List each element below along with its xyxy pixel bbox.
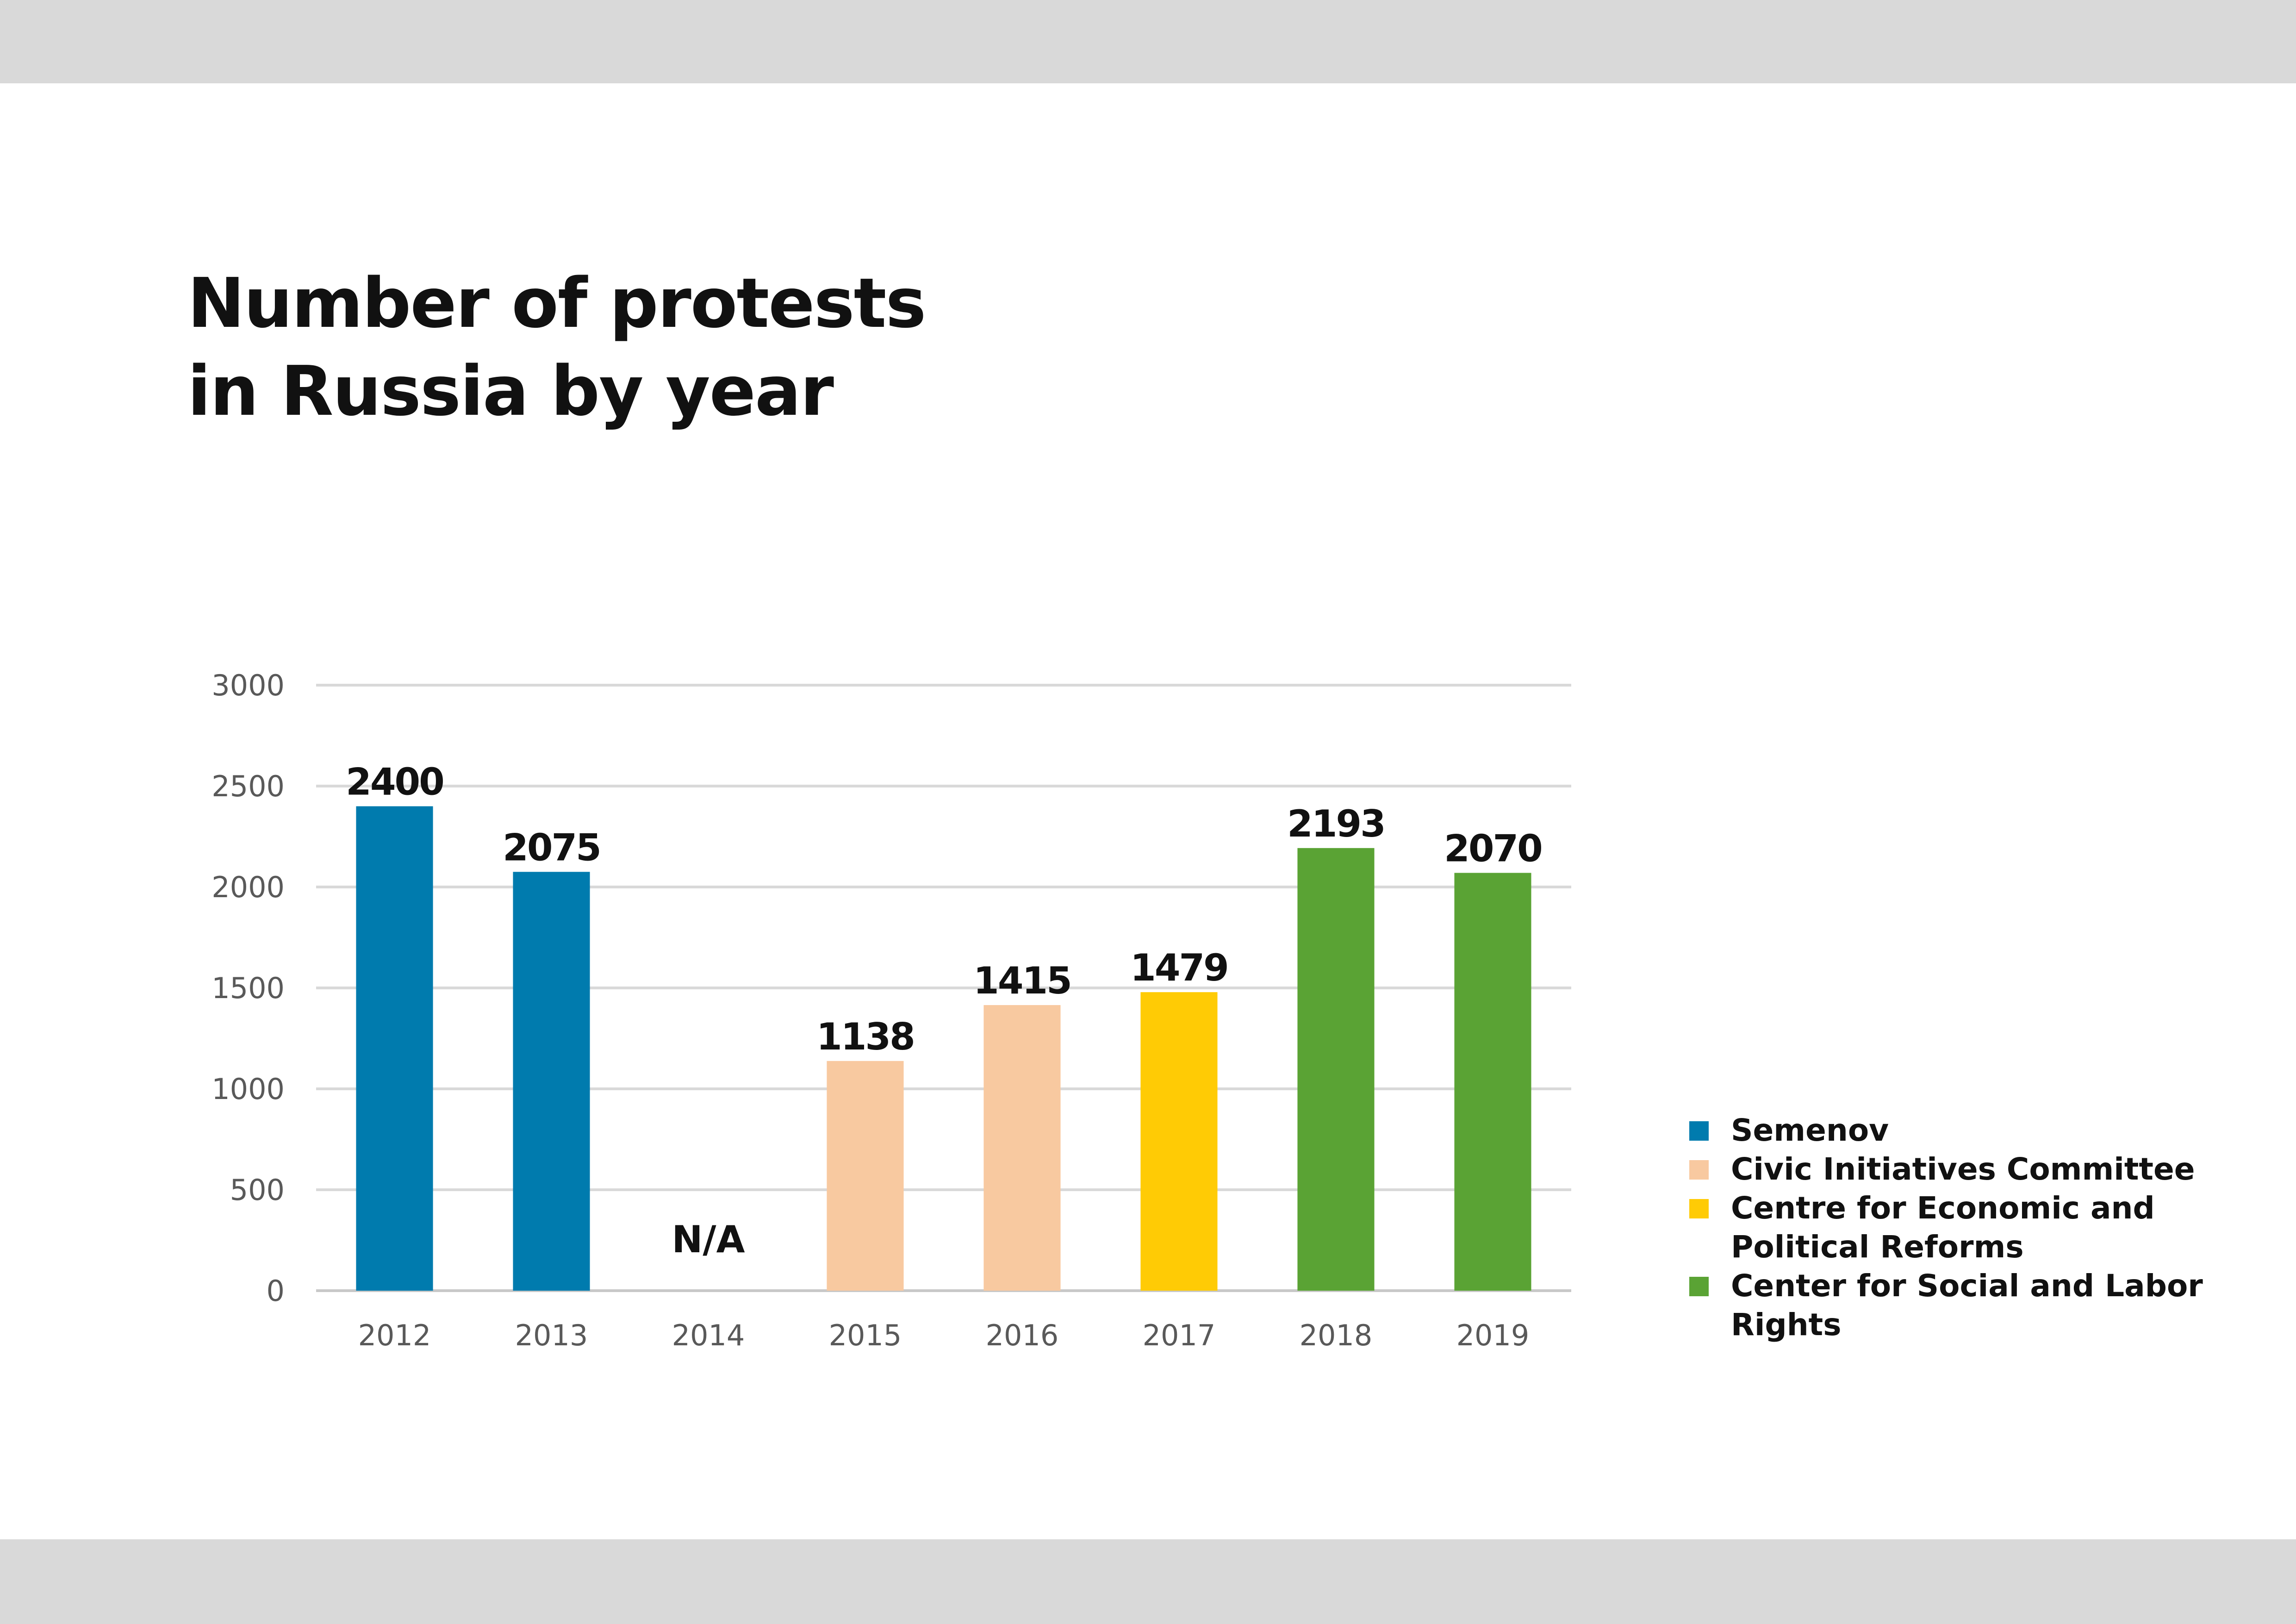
y-tick-label-2000: 2000 <box>212 870 285 904</box>
bar-2012 <box>356 806 433 1291</box>
value-label-2016: 1415 <box>973 959 1071 1002</box>
legend: Semenov Civic Initiatives Committee Cent… <box>1689 1111 2221 1344</box>
x-tick-label-2016: 2016 <box>986 1318 1059 1352</box>
legend-item-civic-initiatives: Civic Initiatives Committee <box>1689 1150 2221 1189</box>
legend-label-civic-initiatives: Civic Initiatives Committee <box>1731 1151 2195 1187</box>
x-tick-label-2014: 2014 <box>672 1318 745 1352</box>
y-tick-label-3000: 3000 <box>212 668 285 702</box>
legend-swatch-cepr <box>1689 1199 1709 1218</box>
x-tick-label-2015: 2015 <box>829 1318 902 1352</box>
x-tick-label-2013: 2013 <box>515 1318 588 1352</box>
legend-swatch-civic-initiatives <box>1689 1160 1709 1180</box>
bar-2013 <box>513 872 590 1291</box>
value-label-2015: 1138 <box>816 1015 914 1058</box>
y-tick-label-1500: 1500 <box>212 971 285 1005</box>
chart-title: Number of protests in Russia by year <box>187 259 927 435</box>
legend-item-cepr: Centre for Economic and Political Reform… <box>1689 1189 2221 1267</box>
legend-swatch-cslr <box>1689 1277 1709 1296</box>
legend-label-cepr: Centre for Economic and Political Reform… <box>1731 1190 2155 1265</box>
bar-2018 <box>1297 848 1375 1291</box>
y-tick-label-500: 500 <box>230 1173 285 1207</box>
x-tick-label-2017: 2017 <box>1143 1318 1216 1352</box>
value-label-2017: 1479 <box>1130 946 1228 989</box>
value-label-2019: 2070 <box>1444 827 1542 870</box>
chart-title-line-2: in Russia by year <box>187 351 834 431</box>
x-tick-label-2019: 2019 <box>1456 1318 1530 1352</box>
bar-2016 <box>983 1005 1061 1291</box>
bottom-band <box>0 1539 2296 1624</box>
top-band <box>0 0 2296 83</box>
y-tick-label-2500: 2500 <box>212 769 285 803</box>
legend-label-cslr: Center for Social and Labor Rights <box>1731 1268 2203 1343</box>
x-tick-label-2012: 2012 <box>358 1318 431 1352</box>
bar-2017 <box>1140 992 1218 1291</box>
chart-title-line-1: Number of protests <box>187 263 927 343</box>
legend-item-semenov: Semenov <box>1689 1111 2221 1150</box>
bar-2019 <box>1454 873 1531 1291</box>
legend-label-semenov: Semenov <box>1731 1112 1889 1148</box>
legend-swatch-semenov <box>1689 1121 1709 1141</box>
x-tick-label-2018: 2018 <box>1300 1318 1373 1352</box>
bar-2015 <box>827 1061 904 1291</box>
y-tick-label-0: 0 <box>267 1274 285 1308</box>
value-label-2014: N/A <box>672 1218 745 1261</box>
value-label-2018: 2193 <box>1287 802 1385 845</box>
y-tick-label-1000: 1000 <box>212 1072 285 1106</box>
legend-item-cslr: Center for Social and Labor Rights <box>1689 1267 2221 1344</box>
value-label-2012: 2400 <box>346 761 443 804</box>
value-label-2013: 2075 <box>503 826 600 869</box>
